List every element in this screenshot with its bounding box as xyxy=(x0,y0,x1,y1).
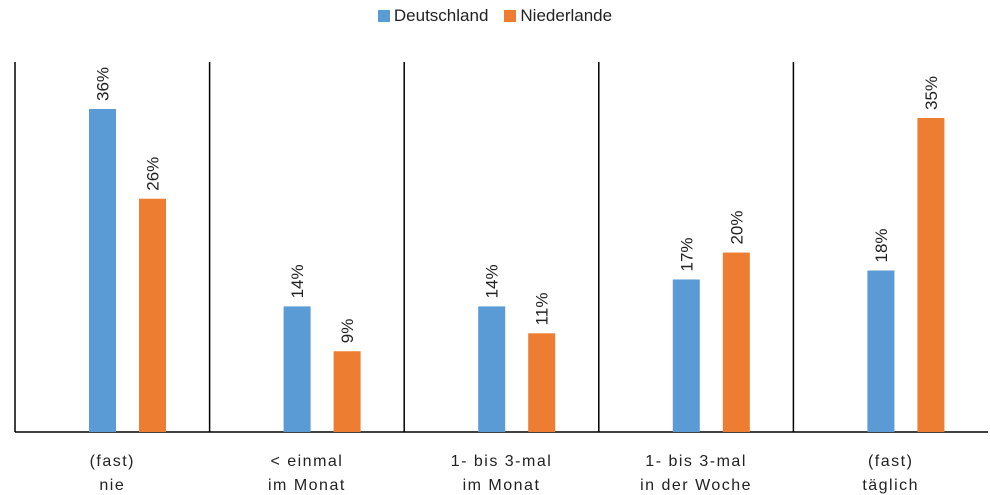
data-label: 26% xyxy=(144,157,163,191)
x-tick-label: 1- bis 3-mal xyxy=(451,453,553,470)
x-tick-label: täglich xyxy=(862,477,919,494)
bar-niederlande-0 xyxy=(139,198,166,432)
data-label: 9% xyxy=(338,319,357,344)
x-tick-label: 1- bis 3-mal xyxy=(645,453,747,470)
data-label: 35% xyxy=(922,76,941,110)
data-label: 36% xyxy=(94,67,113,101)
data-label: 18% xyxy=(872,228,891,262)
x-tick-label: (fast) xyxy=(868,453,913,470)
x-tick-label: im Monat xyxy=(463,477,541,494)
bar-deutschland-2 xyxy=(478,306,506,432)
data-label: 14% xyxy=(288,264,307,298)
x-tick-label: im Monat xyxy=(268,477,346,494)
bar-niederlande-4 xyxy=(917,117,945,432)
data-label: 17% xyxy=(677,237,696,271)
bar-deutschland-0 xyxy=(89,109,116,432)
data-label: 20% xyxy=(727,211,746,245)
bar-niederlande-3 xyxy=(722,252,750,432)
legend-swatch-deutschland xyxy=(377,10,390,22)
bar-niederlande-1 xyxy=(333,351,361,432)
x-tick-label: in der Woche xyxy=(640,477,752,494)
bar-deutschland-1 xyxy=(283,306,311,432)
data-label: 11% xyxy=(533,293,552,326)
legend-item-niederlande: Niederlande xyxy=(504,6,612,26)
bar-deutschland-4 xyxy=(867,270,895,432)
legend-label-niederlande: Niederlande xyxy=(520,6,613,25)
x-tick-label: nie xyxy=(99,477,125,494)
data-label: 14% xyxy=(483,264,502,298)
bar-niederlande-2 xyxy=(528,333,556,432)
legend: Deutschland Niederlande xyxy=(0,6,990,26)
legend-item-deutschland: Deutschland xyxy=(377,6,489,26)
legend-swatch-niederlande xyxy=(504,10,517,22)
legend-label-deutschland: Deutschland xyxy=(393,6,489,25)
x-tick-label: (fast) xyxy=(90,453,135,470)
bar-deutschland-3 xyxy=(672,279,700,432)
x-tick-label: < einmal xyxy=(270,453,343,470)
